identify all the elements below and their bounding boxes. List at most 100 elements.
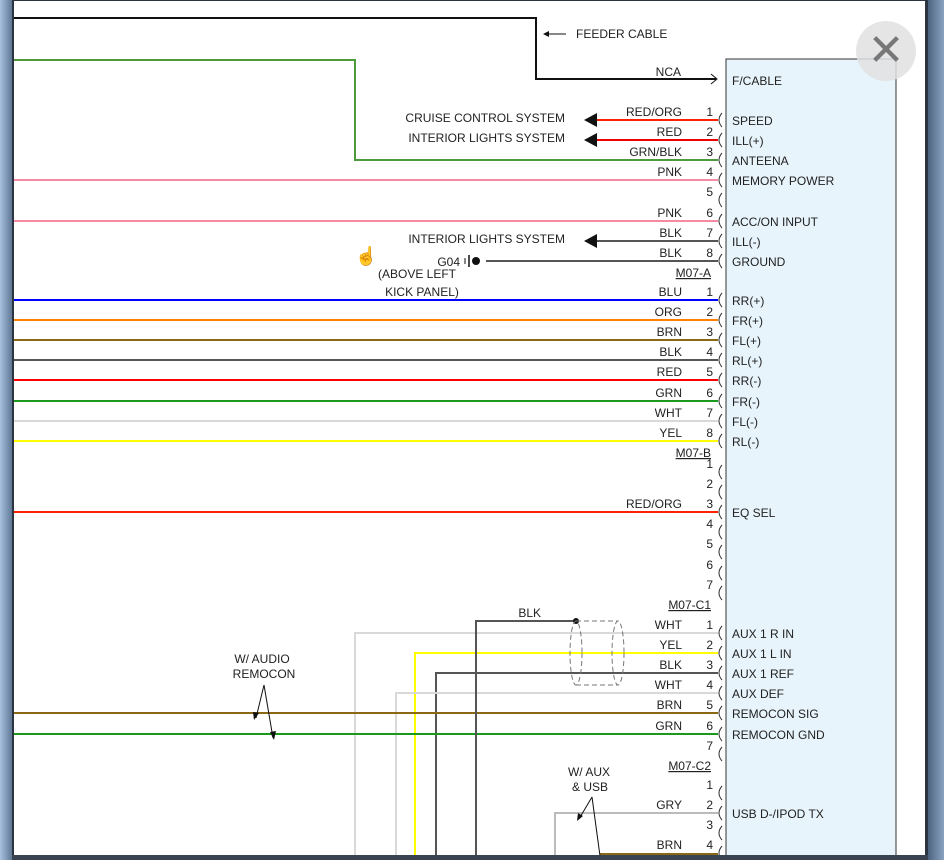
option-note: & USB <box>572 780 608 794</box>
pin-number: 5 <box>706 185 713 199</box>
pin-number: 2 <box>706 798 713 812</box>
wire-color-label: GRN/BLK <box>629 145 682 159</box>
pin-function: RL(-) <box>732 435 759 449</box>
wire-color-label: PNK <box>657 165 682 179</box>
wire-color-label: YEL <box>659 638 682 652</box>
pin-function: RR(-) <box>732 374 761 388</box>
radio-module-box <box>725 58 897 860</box>
wire-color-label: YEL <box>659 426 682 440</box>
connector-pin-socket <box>718 233 723 249</box>
pin-function: RR(+) <box>732 294 764 308</box>
pin-number: 8 <box>706 426 713 440</box>
pin-function: EQ SEL <box>732 506 776 520</box>
pin-function: F/CABLE <box>732 74 782 88</box>
connector-label: M07-B <box>676 446 711 460</box>
note-pointer <box>591 796 601 857</box>
wire-color-label: BLU <box>659 285 682 299</box>
wire-color-label: PNK <box>657 206 682 220</box>
option-note: W/ AUDIO <box>234 652 289 666</box>
connector-pin-socket <box>718 625 723 641</box>
connector-pin-socket <box>718 665 723 681</box>
pin-number: 2 <box>706 477 713 491</box>
pin-function: ILL(-) <box>732 235 761 249</box>
ground-note: KICK PANEL) <box>385 285 459 299</box>
connector-pin-socket <box>718 332 723 348</box>
connector-pin-socket <box>718 312 723 328</box>
wire-aux <box>395 692 718 860</box>
pin-function: RL(+) <box>732 354 762 368</box>
feeder-cable-label: FEEDER CABLE <box>576 27 667 41</box>
pin-function: REMOCON GND <box>732 728 825 742</box>
pin-number: 7 <box>706 226 713 240</box>
pin-number: 1 <box>706 618 713 632</box>
wire-color-label: BRN <box>657 325 682 339</box>
connector-pin-socket <box>718 685 723 701</box>
connector-pin-socket <box>718 825 723 841</box>
connector-pin-socket <box>718 645 723 661</box>
close-button[interactable]: ✕ <box>856 21 916 81</box>
connector-pin-socket <box>718 112 723 128</box>
connector-pin-socket <box>718 192 723 208</box>
pin-number: 3 <box>706 818 713 832</box>
pin-function: AUX DEF <box>732 687 784 701</box>
pin-number: 3 <box>706 325 713 339</box>
connector-pin-socket <box>718 253 723 269</box>
pin-function: SPEED <box>732 114 773 128</box>
wire-color-label: WHT <box>655 678 683 692</box>
pin-number: 2 <box>706 305 713 319</box>
wire-color-label: RED <box>657 125 683 139</box>
pin-function: FL(+) <box>732 334 761 348</box>
feeder-arrow-icon <box>710 73 718 85</box>
connector-pin-socket <box>718 393 723 409</box>
connector-pin-socket <box>718 292 723 308</box>
shield-drain-wire <box>475 620 576 860</box>
connector-pin-socket <box>718 213 723 229</box>
pin-number: 6 <box>706 558 713 572</box>
page-background-right <box>928 0 944 860</box>
wire-color-label: RED <box>657 365 683 379</box>
connector-pin-socket <box>718 504 723 520</box>
ground-label: G04 <box>437 255 460 269</box>
pin-number: 4 <box>706 678 713 692</box>
arrow-down-icon <box>577 813 583 821</box>
wire-color-label: BLK <box>659 246 682 260</box>
pin-function: AUX 1 REF <box>732 667 794 681</box>
pin-number: 6 <box>706 719 713 733</box>
connector-pin-socket <box>718 484 723 500</box>
connector-pin-socket <box>718 433 723 449</box>
pin-number: 1 <box>706 457 713 471</box>
pin-number: 2 <box>706 638 713 652</box>
wire-aux <box>354 632 718 860</box>
connector-pin-socket <box>718 705 723 721</box>
arrow-left-icon <box>584 133 597 147</box>
destination-label: CRUISE CONTROL SYSTEM <box>405 111 565 125</box>
connector-pin-socket <box>718 132 723 148</box>
wire-aux <box>435 672 718 860</box>
connector-pin-socket <box>718 785 723 801</box>
arrow-left-icon <box>543 31 549 37</box>
pin-function: AUX 1 L IN <box>732 647 792 661</box>
arrow-left-icon <box>584 113 597 127</box>
wire-color-label: BLK <box>659 658 682 672</box>
wire-antenna <box>14 59 718 161</box>
destination-label: INTERIOR LIGHTS SYSTEM <box>408 131 565 145</box>
option-note: W/ AUX <box>568 765 610 779</box>
pin-function: FR(+) <box>732 314 763 328</box>
connector-pin-socket <box>718 524 723 540</box>
wire-label: NCA <box>656 65 681 79</box>
pin-number: 8 <box>706 246 713 260</box>
pin-number: 5 <box>706 537 713 551</box>
pin-number: 7 <box>706 406 713 420</box>
connector-label: M07-C1 <box>668 598 711 612</box>
pin-function: MEMORY POWER <box>732 174 835 188</box>
wire-color-label: BLK <box>518 606 541 620</box>
note-pointer <box>263 684 274 739</box>
wire-aux <box>414 652 718 860</box>
wire-color-label: ORG <box>655 305 682 319</box>
wire-color-label: RED/ORG <box>626 497 682 511</box>
wire-color-label: WHT <box>655 406 683 420</box>
wire-usb <box>554 812 718 860</box>
pin-function: ANTEENA <box>732 154 789 168</box>
wire-color-label: BLK <box>659 345 682 359</box>
